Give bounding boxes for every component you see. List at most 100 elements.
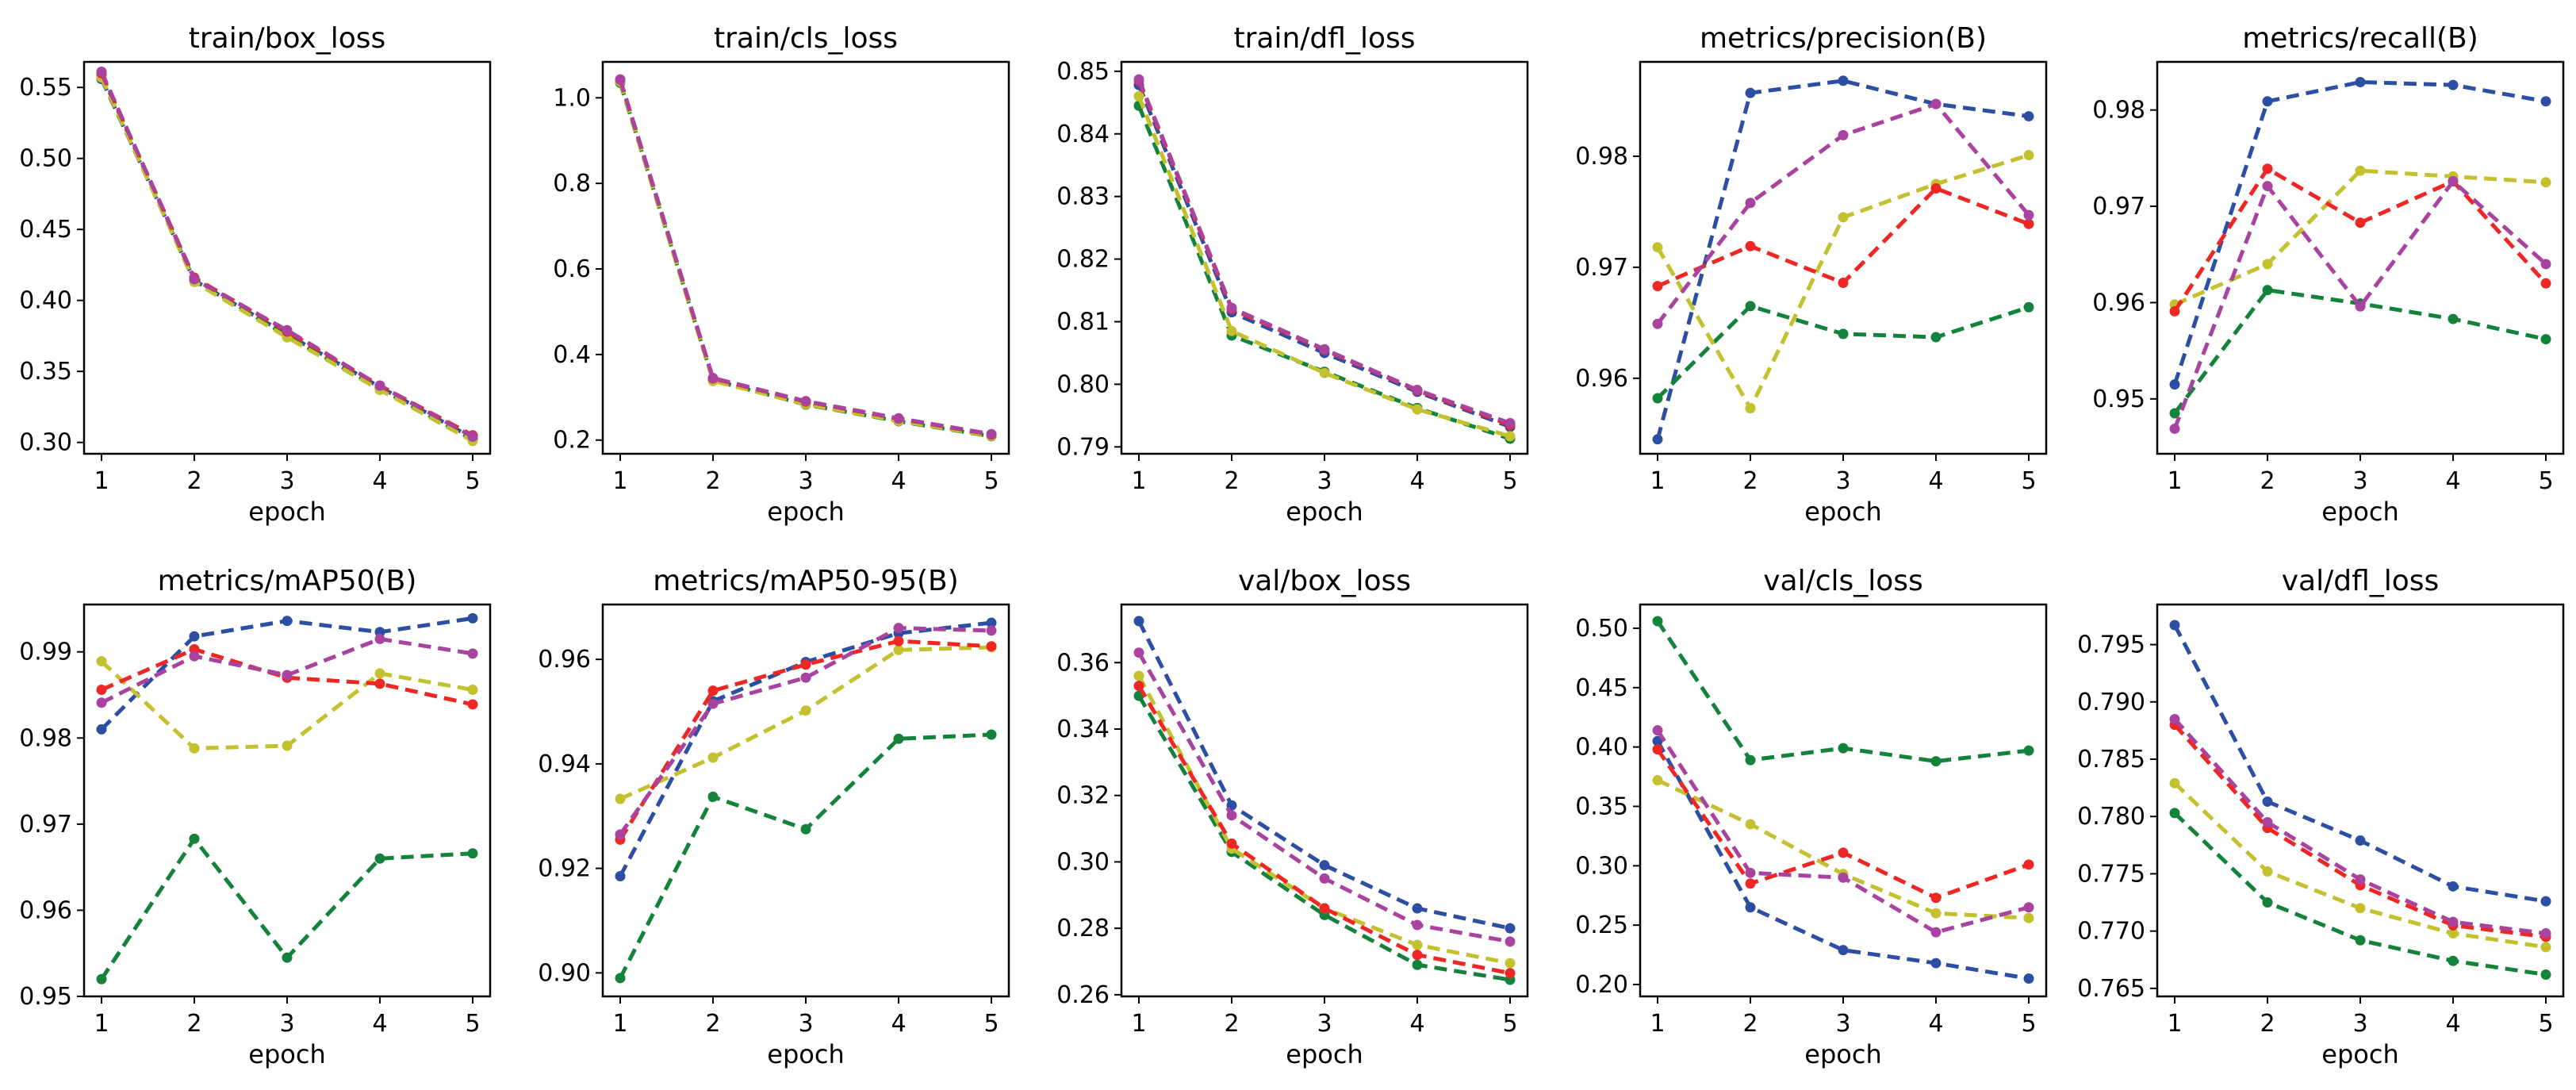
series-line-green xyxy=(1656,304,2030,400)
data-point-blue xyxy=(189,631,200,642)
data-point-purple xyxy=(2448,916,2459,927)
data-point-yellow xyxy=(1838,212,1849,223)
plot-frame xyxy=(2156,60,2565,455)
x-tick-label: 1 xyxy=(1131,467,1146,495)
subplot-0: train/box_loss 0.30 0.35 0.40 0.45 0.50 0.55 1 2… xyxy=(19,22,492,527)
data-point-green xyxy=(2355,935,2366,946)
data-point-red xyxy=(1930,183,1942,194)
x-tick-label: 1 xyxy=(1650,1010,1665,1038)
data-point-purple xyxy=(2169,713,2180,724)
series-line-blue xyxy=(1655,79,2030,440)
data-point-red xyxy=(1745,878,1756,889)
y-tick-label: 0.40 xyxy=(1575,734,1628,762)
data-point-blue xyxy=(2355,76,2366,87)
data-point-yellow xyxy=(2262,866,2273,877)
data-point-green xyxy=(1838,743,1849,754)
series-line-red xyxy=(618,639,992,841)
series-line-purple xyxy=(618,79,992,436)
y-tick-label: 0.90 xyxy=(538,959,591,987)
x-tick-label: 3 xyxy=(1835,1010,1850,1038)
data-point-yellow xyxy=(2023,150,2034,161)
plot-frame xyxy=(601,60,1010,455)
data-point-red xyxy=(2023,859,2034,870)
data-point-blue xyxy=(2262,796,2273,807)
data-point-purple xyxy=(2169,423,2180,434)
y-tick-label: 0.780 xyxy=(2077,803,2145,831)
data-point-blue xyxy=(1319,860,1330,871)
data-point-green xyxy=(2023,301,2034,313)
y-tick-label: 0.790 xyxy=(2077,689,2145,716)
x-tick-label: 4 xyxy=(2445,1010,2460,1038)
series-line-green xyxy=(99,74,474,442)
data-point-purple xyxy=(986,428,997,439)
x-tick-label: 1 xyxy=(1650,467,1665,495)
y-tick-label: 0.8 xyxy=(553,170,591,198)
x-axis-label: epoch xyxy=(1286,1039,1363,1069)
data-point-red xyxy=(1838,847,1849,858)
data-point-purple xyxy=(467,648,478,659)
subplot-title: train/box_loss xyxy=(189,22,386,55)
data-point-green xyxy=(986,729,997,740)
data-point-red xyxy=(374,678,385,689)
y-tick-label: 0.36 xyxy=(1056,649,1110,677)
data-point-purple xyxy=(800,396,811,407)
data-point-blue xyxy=(2169,620,2180,631)
data-point-green xyxy=(893,733,904,744)
data-point-blue xyxy=(1745,87,1756,98)
series-line-yellow xyxy=(2173,781,2547,950)
data-point-green xyxy=(2262,285,2273,296)
y-tick-label: 0.97 xyxy=(2092,193,2145,221)
y-tick-label: 0.25 xyxy=(1575,912,1628,939)
series-line-blue xyxy=(1655,739,2030,981)
y-tick-label: 0.83 xyxy=(1056,183,1110,211)
data-point-blue xyxy=(2448,79,2459,90)
data-point-yellow xyxy=(2448,928,2459,939)
x-tick-label: 2 xyxy=(186,1010,201,1038)
data-point-purple xyxy=(2540,928,2551,939)
series-line-purple xyxy=(2173,717,2547,936)
data-point-red xyxy=(707,685,719,697)
subplot-title: val/dfl_loss xyxy=(2282,565,2440,597)
data-point-green xyxy=(1412,959,1423,970)
data-point-yellow xyxy=(1319,367,1330,378)
data-point-purple xyxy=(2448,176,2459,187)
y-tick-label: 0.785 xyxy=(2077,746,2145,773)
data-point-purple xyxy=(1652,318,1663,329)
x-axis-label: epoch xyxy=(2321,1039,2398,1069)
data-point-purple xyxy=(2023,902,2034,913)
x-tick-label: 2 xyxy=(705,467,720,495)
data-point-green xyxy=(1930,332,1942,343)
data-point-yellow xyxy=(1412,404,1423,415)
data-point-red xyxy=(1838,277,1849,288)
y-tick-label: 0.95 xyxy=(19,983,72,1011)
data-point-yellow xyxy=(1745,403,1756,414)
data-point-purple xyxy=(1652,725,1663,736)
y-tick-label: 0.97 xyxy=(1575,254,1628,282)
data-point-red xyxy=(2355,217,2366,228)
x-tick-label: 1 xyxy=(2167,1010,2182,1038)
data-point-purple xyxy=(2023,209,2034,221)
data-point-blue xyxy=(1133,616,1144,627)
y-tick-label: 0.98 xyxy=(1575,143,1628,171)
series-line-green xyxy=(618,732,992,980)
subplot-title: metrics/recall(B) xyxy=(2242,22,2478,55)
data-point-green xyxy=(800,823,811,835)
data-point-red xyxy=(1930,892,1942,904)
x-tick-label: 5 xyxy=(983,1010,999,1038)
data-point-purple xyxy=(374,633,385,644)
data-point-green xyxy=(1652,616,1663,627)
data-point-blue xyxy=(2262,96,2273,107)
series-line-yellow xyxy=(99,76,474,443)
data-point-purple xyxy=(1319,873,1330,884)
plot-frame xyxy=(1120,60,1529,455)
data-point-purple xyxy=(1745,867,1756,878)
x-tick-label: 3 xyxy=(798,1010,813,1038)
x-tick-label: 4 xyxy=(1928,1010,1943,1038)
data-point-purple xyxy=(189,651,200,662)
x-tick-label: 2 xyxy=(1742,1010,1758,1038)
data-point-green xyxy=(615,973,626,984)
data-point-purple xyxy=(282,670,293,681)
data-point-purple xyxy=(615,74,626,85)
data-point-yellow xyxy=(96,656,107,667)
